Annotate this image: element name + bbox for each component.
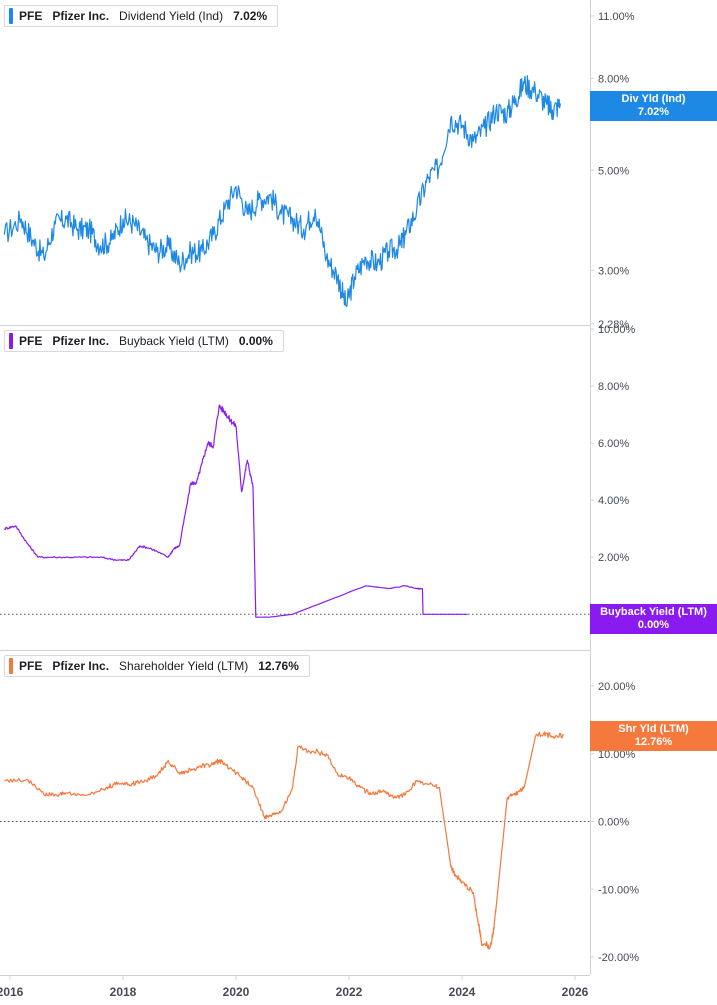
legend-company: Pfizer Inc. [52,659,110,673]
badge-buyback: Buyback Yield (LTM) 0.00% [590,604,717,634]
legend-ticker: PFE [19,659,43,673]
legend-metric: Dividend Yield (Ind) [119,9,224,23]
legend-value: 12.76% [258,659,299,673]
y-tick-label: 8.00% [598,381,629,393]
x-tick-label: 2020 [223,985,250,999]
x-tick-label: 2024 [449,985,476,999]
badge-label: Div Yld (Ind) [621,93,686,105]
y-tick-label: 11.00% [598,11,635,23]
legend-swatch [9,658,13,674]
y-tick-label: 10.00% [598,749,636,761]
y-tick-label: 2.00% [598,552,629,564]
legend-ticker: PFE [19,334,43,348]
y-tick-label: 5.00% [598,165,629,177]
y-tick-label: 2.28% [598,319,629,331]
legend-ticker: PFE [19,9,43,23]
y-tick-label: 3.00% [598,265,629,277]
badge-shareholder: Shr Yld (LTM) 12.76% [590,721,717,751]
badge-value: 12.76% [634,736,673,748]
badge-value: 0.00% [637,619,670,631]
legend-swatch [9,8,13,24]
y-tick-label: 10.00% [598,324,636,336]
legend-company: Pfizer Inc. [52,334,110,348]
panel-separators [0,0,591,976]
series-lines [3,75,565,950]
y-tick-label: -10.00% [598,884,639,896]
x-tick-label: 2018 [110,985,137,999]
y-tick-label: 20.00% [598,681,636,693]
series-line-buyback [3,404,468,618]
y-tick-label: -20.00% [598,952,639,964]
y-tick-label: 8.00% [598,73,629,85]
baselines [0,613,590,822]
legend-metric: Shareholder Yield (LTM) [119,659,249,673]
y-tick-label: 6.00% [598,438,629,450]
x-axis-ticks: 2016 2018 2020 2022 2024 2026 [0,975,589,999]
badge-value: 7.02% [637,106,670,118]
series-line-shareholder [4,731,565,950]
legend-swatch [9,333,13,349]
legend-value: 7.02% [233,9,268,23]
y-tick-label: 0.00% [598,817,629,829]
legend-shareholder[interactable]: PFE Pfizer Inc. Shareholder Yield (LTM) … [4,655,310,677]
legend-metric: Buyback Yield (LTM) [119,334,229,348]
badge-label: Buyback Yield (LTM) [600,606,707,618]
x-tick-label: 2016 [0,985,24,999]
badge-label: Shr Yld (LTM) [618,723,689,735]
y-axis-ticks: 11.00%8.00%5.00%3.00%2.28%10.00%8.00%6.0… [590,11,639,964]
legend-value: 0.00% [238,334,273,348]
legend-company: Pfizer Inc. [52,9,110,23]
legend-dividend[interactable]: PFE Pfizer Inc. Dividend Yield (Ind) 7.0… [4,5,279,27]
legend-buyback[interactable]: PFE Pfizer Inc. Buyback Yield (LTM) 0.00… [4,330,284,352]
badge-dividend: Div Yld (Ind) 7.02% [590,91,717,121]
x-tick-label: 2026 [562,985,589,999]
series-line-dividend [3,75,561,307]
y-tick-label: 4.00% [598,495,629,507]
x-tick-label: 2022 [336,985,363,999]
